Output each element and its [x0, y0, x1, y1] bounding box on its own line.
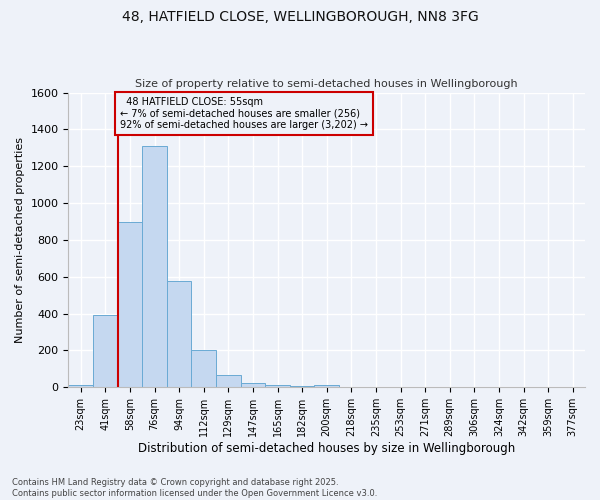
Text: 48, HATFIELD CLOSE, WELLINGBOROUGH, NN8 3FG: 48, HATFIELD CLOSE, WELLINGBOROUGH, NN8 … [122, 10, 478, 24]
Bar [290, 386, 314, 388]
Title: Size of property relative to semi-detached houses in Wellingborough: Size of property relative to semi-detach… [136, 79, 518, 89]
Bar [314, 385, 339, 388]
Bar [216, 376, 241, 388]
Bar [265, 384, 290, 388]
Text: 48 HATFIELD CLOSE: 55sqm
← 7% of semi-detached houses are smaller (256)
92% of s: 48 HATFIELD CLOSE: 55sqm ← 7% of semi-de… [120, 97, 368, 130]
Text: Contains HM Land Registry data © Crown copyright and database right 2025.
Contai: Contains HM Land Registry data © Crown c… [12, 478, 377, 498]
Bar [167, 282, 191, 388]
Bar [191, 350, 216, 388]
X-axis label: Distribution of semi-detached houses by size in Wellingborough: Distribution of semi-detached houses by … [138, 442, 515, 455]
Bar [118, 222, 142, 388]
Bar [68, 384, 93, 388]
Bar [142, 146, 167, 388]
Bar [93, 316, 118, 388]
Bar [241, 382, 265, 388]
Y-axis label: Number of semi-detached properties: Number of semi-detached properties [15, 137, 25, 343]
